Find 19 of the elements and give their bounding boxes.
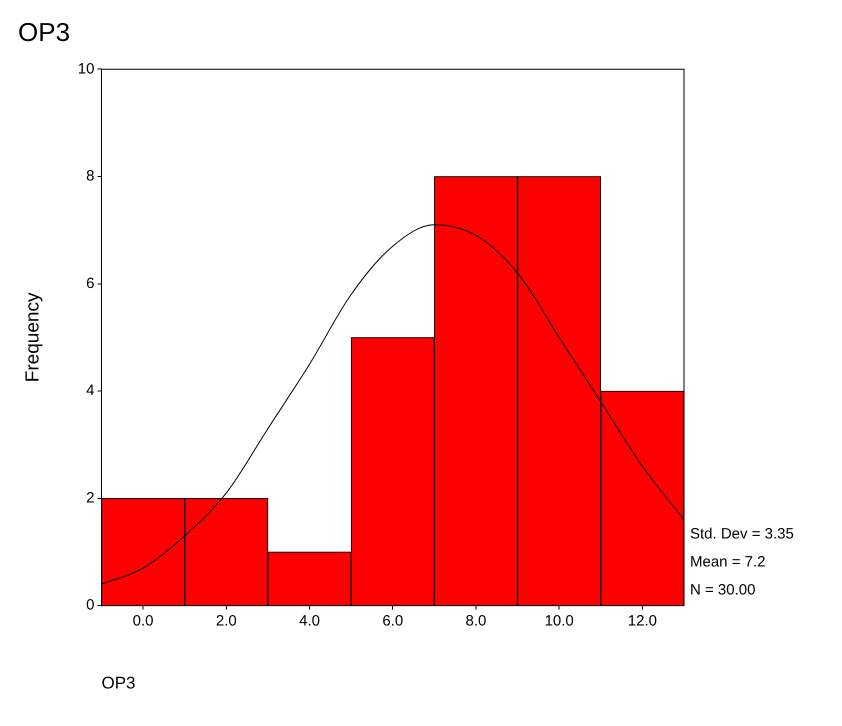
x-tick-label: 12.0 <box>628 612 657 630</box>
x-tick-label: 8.0 <box>466 612 486 630</box>
x-tick-label: 2.0 <box>216 612 237 630</box>
y-tick-label: 0 <box>86 596 94 614</box>
y-tick-label: 8 <box>86 168 94 185</box>
text: Std. Dev = 3.35 <box>690 526 794 543</box>
text: N = 30.00 <box>690 582 756 599</box>
x-axis-title: OP3 <box>101 673 136 692</box>
text: Mean = 7.2 <box>690 554 766 571</box>
x-tick-label: 4.0 <box>299 612 320 630</box>
y-axis-title: Frequency <box>22 292 44 382</box>
x-tick-label: 0.0 <box>132 612 154 630</box>
y-tick-label: 6 <box>86 274 94 292</box>
y-tick-label: 10 <box>78 60 94 78</box>
x-tick-label: 6.0 <box>382 612 404 630</box>
x-tick-label: 10.0 <box>544 612 574 630</box>
y-tick-label: 2 <box>86 489 94 506</box>
chart-title: OP3 <box>18 16 70 47</box>
y-tick-label: 4 <box>86 382 94 400</box>
